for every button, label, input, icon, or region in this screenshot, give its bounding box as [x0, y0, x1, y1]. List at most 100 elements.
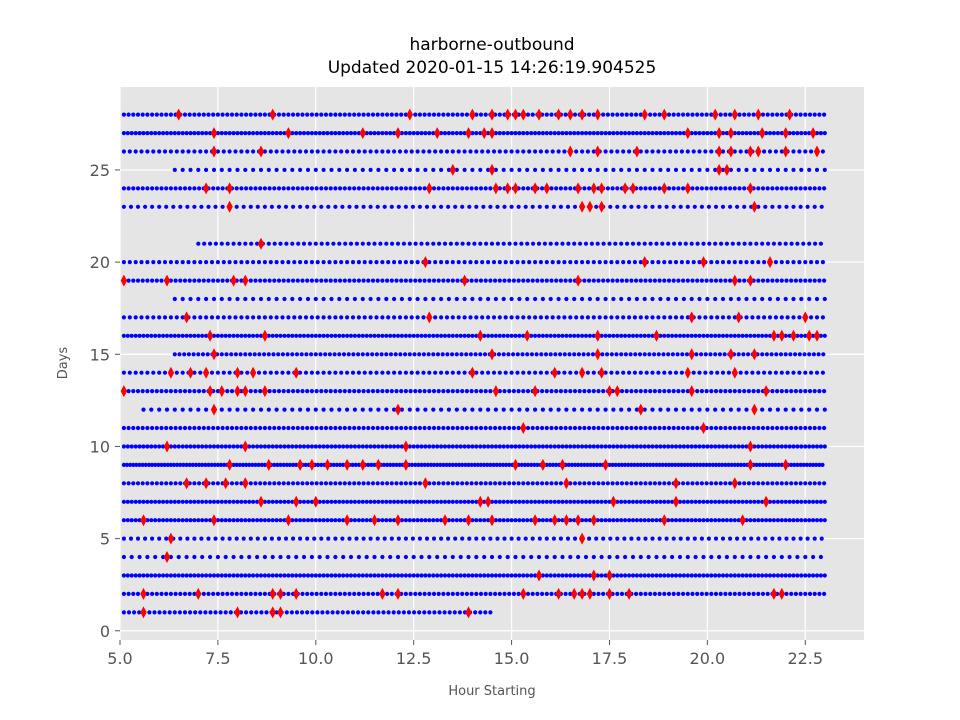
- data-point: [305, 518, 311, 523]
- diamond-point: [813, 145, 821, 158]
- diamond-point: [210, 145, 218, 158]
- data-point: [704, 591, 709, 597]
- diamond-point: [422, 256, 429, 269]
- data-point: [726, 370, 732, 375]
- data-point: [720, 407, 726, 412]
- data-point: [760, 462, 766, 467]
- data-point: [632, 370, 638, 375]
- data-point: [352, 518, 357, 523]
- data-point: [309, 591, 314, 597]
- data-point: [478, 425, 484, 431]
- data-point: [548, 352, 553, 357]
- data-point: [591, 481, 596, 486]
- diamond-point: [167, 532, 175, 545]
- data-point: [489, 333, 495, 338]
- diamond-point: [293, 366, 300, 379]
- data-point: [469, 481, 474, 486]
- y-tick-label: 10: [90, 437, 110, 456]
- data-point: [480, 370, 485, 375]
- data-point: [247, 518, 252, 523]
- data-point: [695, 425, 700, 431]
- data-point: [317, 131, 322, 136]
- data-point: [427, 554, 432, 560]
- data-point: [397, 315, 403, 320]
- data-point: [397, 370, 403, 375]
- data-point: [475, 462, 480, 467]
- data-point: [791, 296, 796, 302]
- data-point: [356, 112, 361, 117]
- data-point: [392, 444, 397, 449]
- diamond-point: [469, 366, 476, 379]
- data-point: [415, 167, 420, 172]
- data-point: [316, 462, 321, 467]
- data-point: [818, 518, 824, 523]
- data-point: [742, 591, 747, 597]
- data-point: [422, 425, 427, 431]
- diamond-point: [567, 145, 574, 158]
- data-point: [536, 333, 542, 338]
- data-point: [268, 260, 273, 265]
- data-point: [544, 260, 549, 265]
- data-point: [389, 425, 394, 431]
- data-point: [455, 481, 460, 486]
- data-point: [234, 591, 239, 597]
- data-point: [300, 591, 305, 597]
- data-point: [219, 499, 224, 504]
- data-point: [286, 591, 291, 597]
- y-tick-label: 0: [100, 622, 110, 641]
- data-point: [356, 278, 361, 283]
- data-point: [634, 573, 640, 578]
- data-point: [697, 260, 702, 265]
- data-point: [630, 554, 636, 560]
- data-point: [186, 149, 191, 154]
- data-point: [523, 536, 528, 541]
- data-point: [670, 131, 675, 136]
- data-point: [389, 481, 394, 486]
- data-point: [681, 389, 686, 394]
- data-point: [770, 425, 775, 431]
- data-point: [701, 444, 706, 449]
- data-point: [446, 186, 451, 191]
- diamond-point: [614, 385, 621, 398]
- data-point: [470, 407, 475, 412]
- diamond-point: [790, 329, 797, 342]
- data-point: [726, 260, 732, 265]
- diamond-point: [574, 514, 582, 527]
- data-point: [366, 389, 371, 394]
- data-point: [255, 536, 260, 541]
- data-point: [137, 518, 142, 523]
- data-point: [713, 499, 718, 504]
- data-point: [347, 425, 352, 431]
- data-point: [483, 112, 488, 117]
- data-point: [417, 352, 422, 357]
- data-point: [818, 573, 824, 578]
- data-point: [416, 462, 421, 467]
- data-point: [574, 315, 579, 320]
- data-point: [472, 462, 477, 467]
- data-point: [278, 131, 283, 136]
- data-point: [125, 444, 130, 449]
- data-point: [726, 315, 732, 320]
- data-point: [501, 499, 506, 504]
- data-point: [536, 499, 542, 504]
- data-point: [505, 444, 510, 449]
- data-point: [319, 389, 324, 394]
- data-point: [164, 204, 169, 209]
- data-point: [767, 444, 773, 449]
- data-point: [455, 112, 460, 117]
- data-point: [350, 260, 356, 265]
- data-point: [736, 573, 741, 578]
- data-point: [333, 131, 338, 136]
- data-point: [497, 149, 502, 154]
- data-point: [638, 186, 643, 191]
- data-point: [594, 536, 599, 541]
- data-point: [209, 462, 214, 467]
- data-point: [337, 444, 342, 449]
- data-point: [609, 149, 614, 154]
- data-point: [638, 278, 643, 283]
- data-point: [619, 462, 625, 467]
- data-point: [239, 370, 244, 375]
- data-point: [140, 112, 145, 117]
- data-point: [253, 278, 258, 283]
- data-point: [770, 389, 775, 394]
